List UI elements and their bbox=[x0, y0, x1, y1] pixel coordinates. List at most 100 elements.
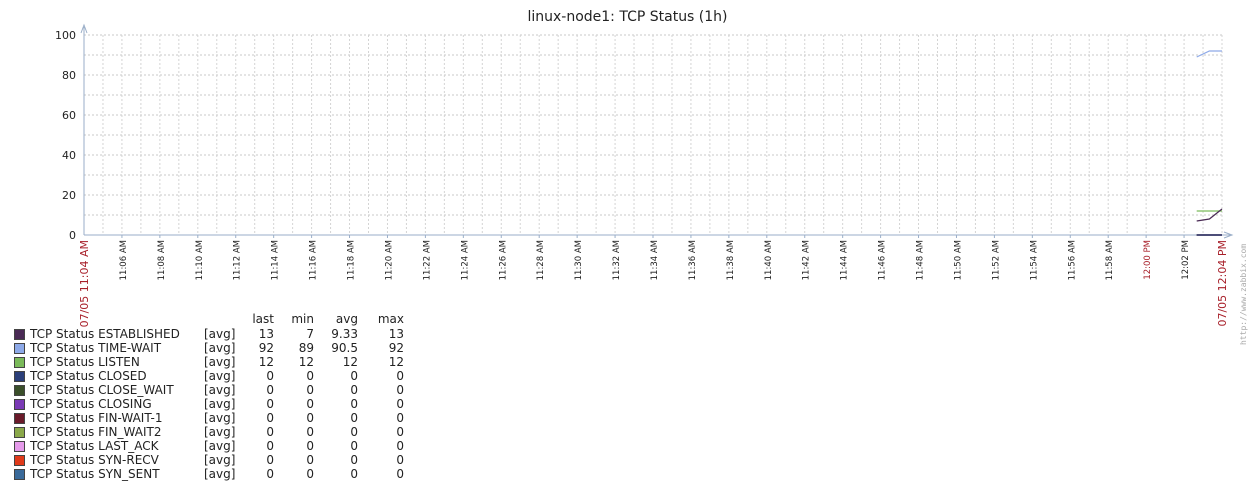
legend-series-name: TCP Status CLOSE_WAIT bbox=[30, 383, 174, 397]
x-tick-label: 11:58 AM bbox=[1105, 240, 1115, 280]
legend-min-value: 0 bbox=[306, 453, 314, 467]
x-tick-label: 11:08 AM bbox=[157, 240, 167, 280]
zabbix-watermark: http://www.zabbix.com bbox=[1239, 243, 1248, 345]
x-tick-label: 11:30 AM bbox=[574, 240, 584, 280]
x-tick-label: 11:34 AM bbox=[650, 240, 660, 280]
legend-series-name: TCP Status LISTEN bbox=[30, 355, 140, 369]
y-tick-label: 20 bbox=[62, 189, 76, 202]
y-tick-label: 80 bbox=[62, 69, 76, 82]
legend-function: [avg] bbox=[204, 369, 236, 383]
legend-col-min: min bbox=[291, 312, 314, 326]
legend-last-value: 0 bbox=[266, 411, 274, 425]
legend-swatch bbox=[14, 455, 25, 466]
legend-last-value: 0 bbox=[266, 453, 274, 467]
legend-swatch bbox=[14, 343, 25, 354]
x-tick-label: 11:28 AM bbox=[536, 240, 546, 280]
x-tick-label: 11:42 AM bbox=[802, 240, 812, 280]
legend-function: [avg] bbox=[204, 327, 236, 341]
x-tick-label: 11:36 AM bbox=[688, 240, 698, 280]
legend-last-value: 0 bbox=[266, 425, 274, 439]
legend-swatch bbox=[14, 399, 25, 410]
legend-max-value: 0 bbox=[396, 383, 404, 397]
chart-title: linux-node1: TCP Status (1h) bbox=[527, 9, 728, 25]
legend-max-value: 0 bbox=[396, 439, 404, 453]
legend-swatch bbox=[14, 329, 25, 340]
legend-avg-value: 0 bbox=[350, 397, 358, 411]
legend-avg-value: 0 bbox=[350, 369, 358, 383]
legend-series-name: TCP Status CLOSING bbox=[30, 397, 152, 411]
legend-col-last: last bbox=[252, 312, 274, 326]
legend-series-name: TCP Status TIME-WAIT bbox=[30, 341, 162, 355]
legend-last-value: 0 bbox=[266, 383, 274, 397]
legend-swatch bbox=[14, 427, 25, 438]
legend-series-name: TCP Status CLOSED bbox=[30, 369, 147, 383]
legend-min-value: 0 bbox=[306, 397, 314, 411]
x-axis-arrow bbox=[1223, 231, 1234, 239]
x-tick-label: 11:26 AM bbox=[498, 240, 508, 280]
x-tick-label: 11:16 AM bbox=[309, 240, 319, 280]
legend-last-value: 0 bbox=[266, 397, 274, 411]
legend-last-value: 0 bbox=[266, 369, 274, 383]
legend-col-max: max bbox=[377, 312, 404, 326]
legend-avg-value: 90.5 bbox=[331, 341, 358, 355]
legend-function: [avg] bbox=[204, 383, 236, 397]
x-tick-label: 12:00 PM bbox=[1143, 240, 1153, 280]
legend-swatch bbox=[14, 357, 25, 368]
legend-avg-value: 0 bbox=[350, 467, 358, 481]
legend-series-name: TCP Status SYN_SENT bbox=[30, 467, 160, 481]
legend-min-value: 0 bbox=[306, 369, 314, 383]
y-tick-label: 0 bbox=[69, 229, 76, 242]
series-line bbox=[1196, 50, 1222, 58]
legend-max-value: 0 bbox=[396, 453, 404, 467]
legend-function: [avg] bbox=[204, 425, 236, 439]
legend-min-value: 0 bbox=[306, 411, 314, 425]
legend-last-value: 13 bbox=[258, 327, 274, 341]
legend-min-value: 0 bbox=[306, 425, 314, 439]
legend-series-name: TCP Status LAST_ACK bbox=[30, 439, 159, 453]
legend-avg-value: 9.33 bbox=[331, 327, 358, 341]
x-tick-label: 11:24 AM bbox=[460, 240, 470, 280]
legend-avg-value: 0 bbox=[350, 411, 358, 425]
legend-function: [avg] bbox=[204, 439, 236, 453]
x-tick-label: 11:12 AM bbox=[233, 240, 243, 280]
legend-max-value: 92 bbox=[388, 341, 404, 355]
legend-series-name: TCP Status ESTABLISHED bbox=[30, 327, 180, 341]
legend-swatch bbox=[14, 441, 25, 452]
x-tick-label: 12:02 PM bbox=[1181, 240, 1191, 280]
legend-swatch bbox=[14, 469, 25, 480]
legend-max-value: 0 bbox=[396, 369, 404, 383]
legend-swatch bbox=[14, 371, 25, 382]
y-tick-label: 40 bbox=[62, 149, 76, 162]
legend-series-name: TCP Status SYN-RECV bbox=[30, 453, 159, 467]
x-tick-label: 11:48 AM bbox=[916, 240, 926, 280]
legend-function: [avg] bbox=[204, 411, 236, 425]
x-start-label: 07/05 11:04 AM bbox=[78, 240, 91, 327]
legend-avg-value: 0 bbox=[350, 425, 358, 439]
x-tick-label: 11:18 AM bbox=[347, 240, 357, 280]
legend-avg-value: 0 bbox=[350, 439, 358, 453]
x-tick-label: 11:22 AM bbox=[422, 240, 432, 280]
legend-series-name: TCP Status FIN_WAIT2 bbox=[30, 425, 162, 439]
y-axis-arrow bbox=[80, 23, 88, 34]
x-tick-label: 11:14 AM bbox=[271, 240, 281, 280]
legend-min-value: 0 bbox=[306, 439, 314, 453]
legend-max-value: 12 bbox=[388, 355, 404, 369]
legend-swatch bbox=[14, 413, 25, 424]
legend-series-name: TCP Status FIN-WAIT-1 bbox=[30, 411, 163, 425]
legend-last-value: 12 bbox=[258, 355, 274, 369]
legend-min-value: 89 bbox=[298, 341, 314, 355]
legend-col-avg: avg bbox=[335, 312, 358, 326]
x-tick-label: 11:10 AM bbox=[195, 240, 205, 280]
legend-last-value: 0 bbox=[266, 467, 274, 481]
legend-swatch bbox=[14, 385, 25, 396]
x-tick-label: 11:40 AM bbox=[764, 240, 774, 280]
x-tick-label: 11:54 AM bbox=[1029, 240, 1039, 280]
legend-max-value: 0 bbox=[396, 411, 404, 425]
legend-max-value: 13 bbox=[388, 327, 404, 341]
series-line bbox=[1196, 208, 1223, 222]
legend-min-value: 0 bbox=[306, 383, 314, 397]
x-tick-label: 11:38 AM bbox=[726, 240, 736, 280]
x-tick-label: 11:06 AM bbox=[119, 240, 129, 280]
legend-max-value: 0 bbox=[396, 397, 404, 411]
